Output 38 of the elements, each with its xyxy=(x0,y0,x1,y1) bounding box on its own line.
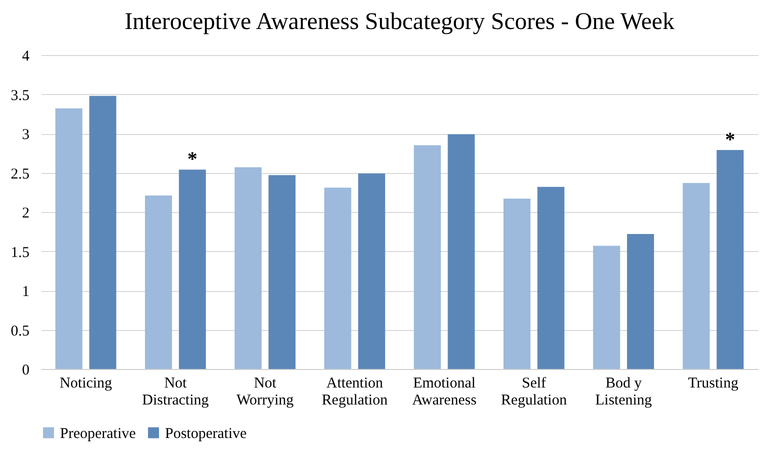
x-tick-label: Trusting xyxy=(688,376,739,392)
bar xyxy=(448,134,475,369)
bar xyxy=(358,174,386,369)
y-tick-label: 1.5 xyxy=(10,244,30,261)
y-tick-label: 4 xyxy=(22,48,30,64)
annotation: * xyxy=(187,148,198,171)
bar xyxy=(503,198,530,369)
x-tick-label: Self Regulation xyxy=(501,376,568,408)
chart-title: Interoceptive Awareness Subcategory Scores - One Week xyxy=(124,9,674,35)
bar xyxy=(716,150,744,369)
x-tick-label: Noticing xyxy=(60,376,113,392)
bar xyxy=(682,182,710,369)
bar xyxy=(234,167,262,369)
y-tick-label: 0.5 xyxy=(10,323,30,340)
bar xyxy=(178,170,206,369)
legend-label: Preoperative xyxy=(60,426,136,442)
x-tick-label: Bod y Listening xyxy=(595,376,652,408)
y-tick-label: 1 xyxy=(22,284,30,300)
x-tick-label: Attention Regulation xyxy=(322,376,388,408)
bar xyxy=(627,234,654,369)
bar xyxy=(89,96,116,369)
y-tick-label: 3.5 xyxy=(10,88,30,104)
x-tick-label: Not Distracting xyxy=(142,376,210,408)
bar xyxy=(55,108,82,369)
y-tick-label: 2.5 xyxy=(10,166,30,182)
bar xyxy=(537,186,564,369)
annotation: * xyxy=(725,128,736,151)
bar xyxy=(144,196,172,369)
legend-label: Postoperative xyxy=(165,426,247,442)
bar xyxy=(324,188,352,369)
y-tick-label: 3 xyxy=(22,127,30,143)
x-tick-label: Emotional Awareness xyxy=(412,376,477,408)
y-tick-label: 0 xyxy=(22,362,30,378)
bar xyxy=(593,246,620,369)
bar xyxy=(414,145,441,369)
bar xyxy=(268,175,296,369)
x-tick-label: Not Worrying xyxy=(236,376,294,408)
y-tick-label: 2 xyxy=(22,206,30,222)
